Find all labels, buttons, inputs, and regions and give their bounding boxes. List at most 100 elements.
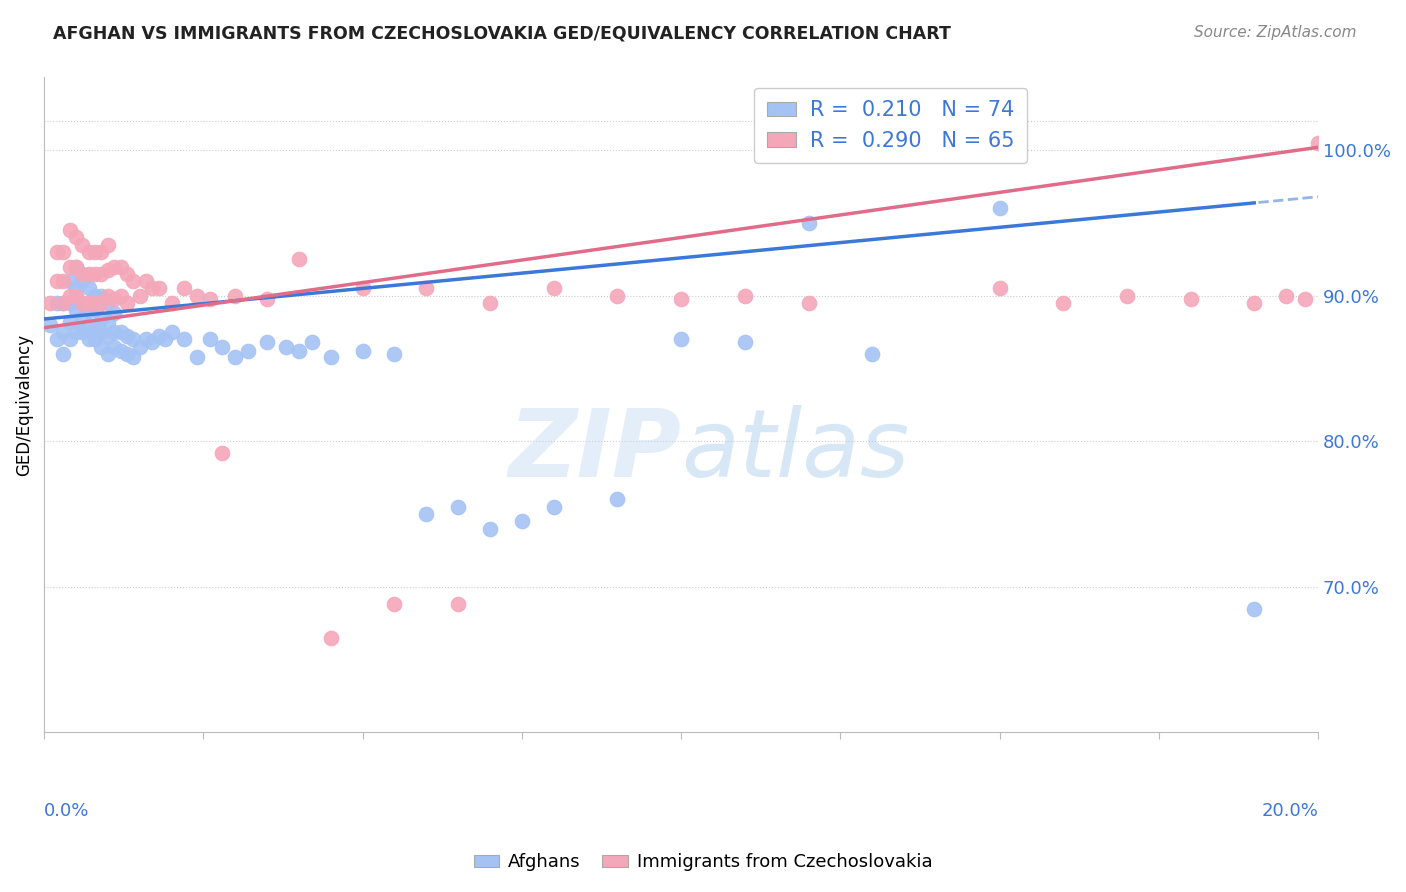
Point (52, 274, 75, 288)
Point (211, 446, 233, 460)
Point (58, 289, 80, 303)
Point (115, 267, 138, 281)
Point (45, 245, 67, 260)
Point (77, 296, 100, 310)
Point (52, 296, 75, 310)
Point (1052, 296, 1074, 310)
Text: AFGHAN VS IMMIGRANTS FROM CZECHOSLOVAKIA GED/EQUIVALENCY CORRELATION CHART: AFGHAN VS IMMIGRANTS FROM CZECHOSLOVAKIA… (53, 25, 952, 43)
Point (110, 289, 132, 303)
Point (352, 281, 374, 295)
Point (173, 281, 195, 295)
Point (90, 310, 112, 325)
Point (77, 303, 100, 318)
Point (84, 245, 107, 260)
Point (65, 260, 87, 274)
Point (58, 315, 80, 329)
Point (90, 296, 112, 310)
Point (510, 514, 533, 528)
Point (256, 292, 278, 306)
Point (860, 347, 883, 361)
Point (97, 296, 120, 310)
Point (65, 289, 87, 303)
Point (77, 245, 100, 260)
Point (90, 325, 112, 339)
Point (97, 315, 120, 329)
Point (988, 281, 1011, 295)
Point (39, 296, 62, 310)
Point (72, 274, 94, 288)
Point (90, 289, 112, 303)
Y-axis label: GED/Equivalency: GED/Equivalency (15, 334, 32, 476)
Point (186, 289, 208, 303)
Point (606, 289, 628, 303)
Point (301, 335, 323, 350)
Point (173, 332, 195, 346)
Point (276, 340, 298, 354)
Point (256, 335, 278, 350)
Text: ZIP: ZIP (508, 405, 681, 497)
Point (447, 500, 470, 514)
Text: 20.0%: 20.0% (1261, 802, 1319, 820)
Text: Source: ZipAtlas.com: Source: ZipAtlas.com (1194, 25, 1357, 40)
Point (384, 347, 406, 361)
Text: 0.0%: 0.0% (44, 802, 90, 820)
Point (58, 274, 80, 288)
Point (115, 296, 138, 310)
Point (128, 340, 150, 354)
Point (797, 216, 820, 230)
Point (103, 340, 125, 354)
Point (141, 281, 163, 295)
Point (288, 252, 311, 267)
Point (319, 631, 342, 645)
Point (148, 281, 170, 295)
Point (669, 292, 692, 306)
Point (72, 325, 94, 339)
Point (415, 507, 437, 521)
Point (1180, 292, 1202, 306)
Point (84, 332, 107, 346)
Point (84, 320, 107, 334)
Point (65, 281, 87, 295)
Point (734, 289, 756, 303)
Point (84, 267, 107, 281)
Point (45, 296, 67, 310)
Point (65, 303, 87, 318)
Point (669, 332, 692, 346)
Point (65, 230, 87, 244)
Point (103, 325, 125, 339)
Point (135, 274, 157, 288)
Point (97, 237, 120, 252)
Point (58, 296, 80, 310)
Point (97, 262, 120, 277)
Point (1116, 289, 1139, 303)
Point (84, 296, 107, 310)
Point (65, 325, 87, 339)
Point (198, 292, 221, 306)
Point (224, 350, 246, 364)
Point (110, 343, 132, 358)
Point (1243, 296, 1265, 310)
Point (543, 500, 565, 514)
Point (103, 260, 125, 274)
Point (110, 325, 132, 339)
Point (1243, 601, 1265, 615)
Point (1308, 136, 1330, 150)
Point (236, 343, 259, 358)
Point (186, 350, 208, 364)
Point (97, 347, 120, 361)
Point (72, 296, 94, 310)
Point (211, 340, 233, 354)
Point (160, 325, 183, 339)
Point (45, 274, 67, 288)
Point (606, 492, 628, 507)
Point (148, 329, 170, 343)
Point (52, 245, 75, 260)
Point (84, 289, 107, 303)
Point (122, 350, 145, 364)
Point (224, 289, 246, 303)
Point (90, 267, 112, 281)
Point (988, 202, 1011, 216)
Point (415, 281, 437, 295)
Point (72, 267, 94, 281)
Point (103, 306, 125, 320)
